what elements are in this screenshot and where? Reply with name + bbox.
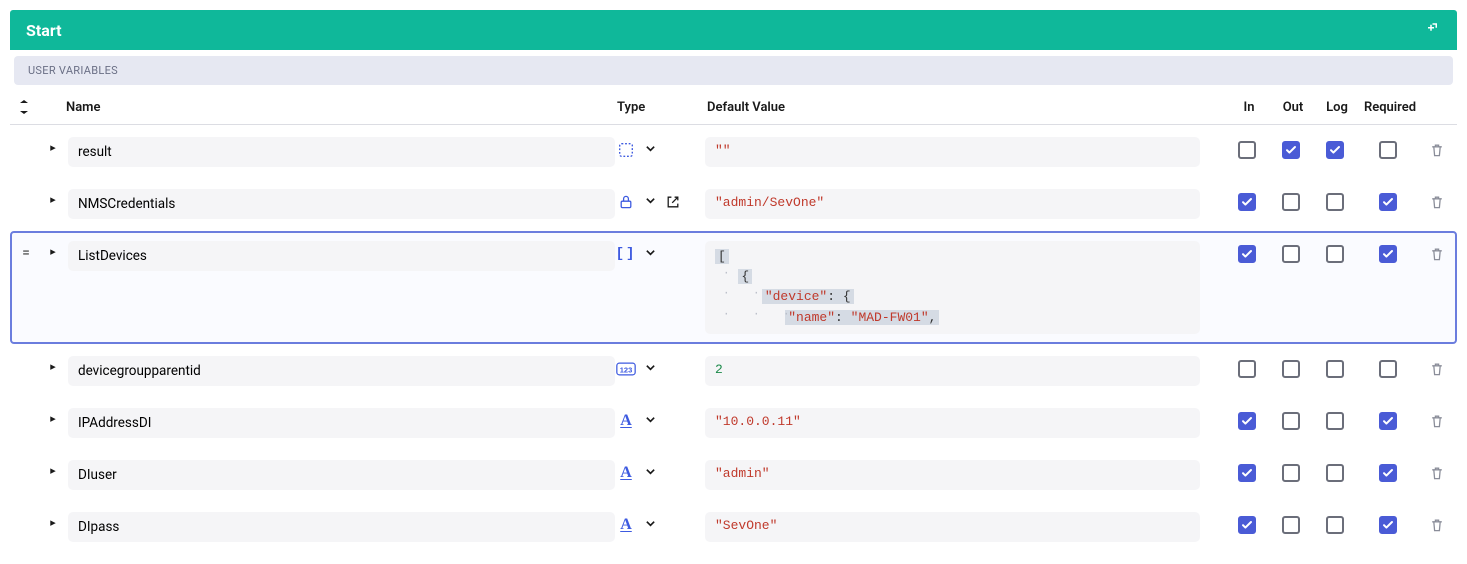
default-value[interactable]: "" (705, 137, 1200, 167)
variable-name[interactable]: DIuser (68, 460, 615, 490)
delete-icon[interactable] (1429, 142, 1445, 158)
variable-name[interactable]: devicegroupparentid (68, 356, 615, 386)
checkbox[interactable] (1326, 360, 1344, 378)
add-icon[interactable] (1421, 20, 1441, 40)
checkbox[interactable] (1238, 360, 1256, 378)
checkbox[interactable] (1326, 141, 1344, 159)
type-icon[interactable]: 123 (615, 359, 637, 379)
default-value[interactable]: 2 (705, 356, 1200, 386)
chevron-down-icon[interactable] (643, 143, 658, 157)
type-icon[interactable] (615, 140, 637, 160)
chevron-down-icon[interactable] (643, 195, 658, 209)
expand-icon[interactable]: ▸ (50, 245, 56, 258)
variable-row[interactable]: ▸ result "" (10, 127, 1457, 177)
variable-row[interactable]: = ▸ ListDevices [] [· {·· "device": {···… (10, 231, 1457, 344)
checkbox[interactable] (1238, 245, 1256, 263)
delete-icon[interactable] (1429, 246, 1445, 262)
delete-icon[interactable] (1429, 194, 1445, 210)
expand-icon[interactable]: ▸ (50, 412, 56, 425)
chevron-down-icon[interactable] (643, 247, 658, 261)
checkbox[interactable] (1379, 412, 1397, 430)
table-header: Name Type Default Value In Out Log Requi… (10, 91, 1457, 125)
checkbox[interactable] (1379, 464, 1397, 482)
drag-handle-icon[interactable]: = (22, 241, 30, 261)
chevron-down-icon[interactable] (643, 518, 658, 532)
default-value[interactable]: [· {·· "device": {··· "name": "MAD-FW01"… (705, 241, 1200, 334)
variable-row[interactable]: ▸ DIpass A "SevOne" (10, 502, 1457, 552)
variable-row[interactable]: ▸ DIuser A "admin" (10, 450, 1457, 500)
variable-name[interactable]: NMSCredentials (68, 189, 615, 219)
checkbox[interactable] (1282, 412, 1300, 430)
delete-icon[interactable] (1429, 413, 1445, 429)
checkbox[interactable] (1238, 412, 1256, 430)
type-icon[interactable]: A (615, 463, 637, 483)
section-title: USER VARIABLES (14, 56, 1453, 85)
variable-row[interactable]: ▸ NMSCredentials "admin/SevOne" (10, 179, 1457, 229)
header-bar: Start (10, 10, 1457, 50)
header-title: Start (26, 21, 62, 40)
variable-row[interactable]: ▸ IPAddressDI A "10.0.0.11" (10, 398, 1457, 448)
checkbox[interactable] (1282, 360, 1300, 378)
delete-icon[interactable] (1429, 361, 1445, 377)
col-header-required: Required (1359, 100, 1421, 115)
delete-icon[interactable] (1429, 465, 1445, 481)
default-value[interactable]: "SevOne" (705, 512, 1200, 542)
checkbox[interactable] (1282, 141, 1300, 159)
default-value[interactable]: "10.0.0.11" (705, 408, 1200, 438)
chevron-down-icon[interactable] (643, 362, 658, 376)
expand-icon[interactable]: ▸ (50, 141, 56, 154)
expand-icon[interactable]: ▸ (50, 360, 56, 373)
checkbox[interactable] (1379, 360, 1397, 378)
col-header-out: Out (1271, 100, 1315, 115)
checkbox[interactable] (1238, 464, 1256, 482)
open-external-icon[interactable] (664, 193, 682, 211)
checkbox[interactable] (1326, 412, 1344, 430)
svg-text:123: 123 (620, 365, 633, 374)
checkbox[interactable] (1326, 193, 1344, 211)
variable-name[interactable]: DIpass (68, 512, 615, 542)
col-header-name: Name (64, 100, 617, 115)
default-value[interactable]: "admin/SevOne" (705, 189, 1200, 219)
checkbox[interactable] (1326, 464, 1344, 482)
checkbox[interactable] (1238, 193, 1256, 211)
checkbox[interactable] (1282, 464, 1300, 482)
type-icon[interactable]: A (615, 515, 637, 535)
variable-name[interactable]: result (68, 137, 615, 167)
checkbox[interactable] (1326, 245, 1344, 263)
expand-icon[interactable]: ▸ (50, 464, 56, 477)
checkbox[interactable] (1379, 193, 1397, 211)
checkbox[interactable] (1282, 193, 1300, 211)
col-header-type: Type (617, 100, 707, 115)
type-icon[interactable]: A (615, 411, 637, 431)
variable-row[interactable]: ▸ devicegroupparentid 123 2 (10, 346, 1457, 396)
checkbox[interactable] (1238, 141, 1256, 159)
collapse-all-icon[interactable] (17, 99, 31, 116)
delete-icon[interactable] (1429, 517, 1445, 533)
col-header-default: Default Value (707, 100, 1227, 115)
checkbox[interactable] (1282, 245, 1300, 263)
expand-icon[interactable]: ▸ (50, 193, 56, 206)
type-icon[interactable] (615, 192, 637, 212)
default-value[interactable]: "admin" (705, 460, 1200, 490)
variable-name[interactable]: ListDevices (68, 241, 615, 271)
expand-icon[interactable]: ▸ (50, 516, 56, 529)
type-icon[interactable]: [] (615, 244, 637, 264)
checkbox[interactable] (1379, 141, 1397, 159)
col-header-log: Log (1315, 100, 1359, 115)
chevron-down-icon[interactable] (643, 414, 658, 428)
checkbox[interactable] (1379, 245, 1397, 263)
chevron-down-icon[interactable] (643, 466, 658, 480)
variable-name[interactable]: IPAddressDI (68, 408, 615, 438)
col-header-in: In (1227, 100, 1271, 115)
